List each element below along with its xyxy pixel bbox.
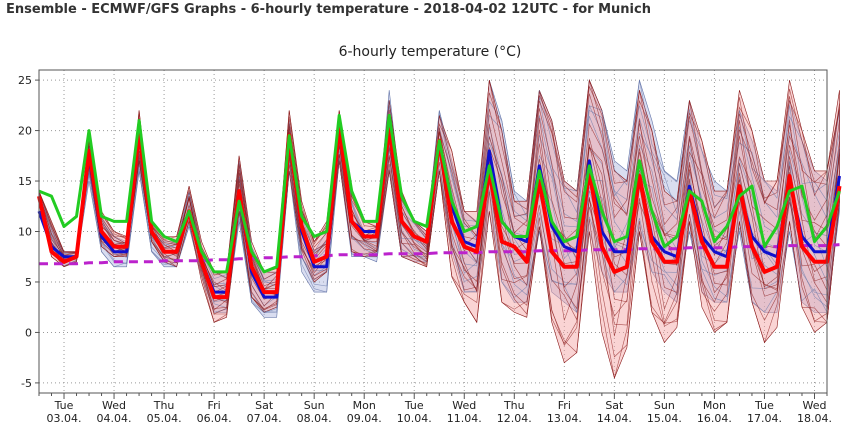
x-tick-day-label: Thu — [153, 399, 175, 412]
x-tick-day-label: Tue — [404, 399, 424, 412]
x-tick-date-label: 17.04. — [747, 412, 782, 425]
x-tick-day-label: Sun — [304, 399, 325, 412]
x-tick-day-label: Fri — [208, 399, 221, 412]
x-tick-date-label: 03.04. — [47, 412, 82, 425]
gfs-member-line — [38, 80, 840, 280]
y-tick-label: 15 — [18, 175, 32, 188]
control-line — [38, 113, 841, 274]
x-tick-day-label: Sun — [654, 399, 675, 412]
x-tick-date-label: 04.04. — [97, 412, 132, 425]
x-tick-date-label: 09.04. — [347, 412, 382, 425]
x-tick-date-label: 08.04. — [297, 412, 332, 425]
x-tick-date-label: 18.04. — [797, 412, 832, 425]
ecmwf-member-line — [38, 155, 840, 358]
y-tick-label: 10 — [18, 226, 32, 239]
y-tick-label: 25 — [18, 74, 32, 87]
x-tick-day-label: Mon — [353, 399, 376, 412]
x-tick-date-label: 11.04. — [447, 412, 482, 425]
x-tick-date-label: 06.04. — [197, 412, 232, 425]
x-tick-day-label: Sat — [255, 399, 274, 412]
gfs-ensemble-band — [38, 78, 840, 318]
y-tick-label: -5 — [21, 377, 32, 390]
y-tick-label: 0 — [25, 326, 32, 339]
y-tick-label: 20 — [18, 125, 32, 138]
gfs-member-line — [38, 100, 840, 288]
x-tick-day-label: Thu — [503, 399, 525, 412]
x-tick-day-label: Wed — [452, 399, 476, 412]
x-tick-date-label: 14.04. — [597, 412, 632, 425]
ecmwf-member-line — [38, 145, 840, 346]
x-tick-date-label: 15.04. — [647, 412, 682, 425]
ecmwf-member-line — [38, 80, 840, 276]
ecmwf-member-line — [38, 104, 840, 287]
x-axis: Tue03.04.Wed04.04.Thu05.04.Fri06.04.Sat0… — [38, 393, 832, 425]
x-tick-day-label: Mon — [703, 399, 726, 412]
x-tick-date-label: 10.04. — [397, 412, 432, 425]
x-tick-day-label: Wed — [802, 399, 826, 412]
x-tick-date-label: 13.04. — [547, 412, 582, 425]
main-lines — [37, 113, 842, 300]
x-tick-date-label: 07.04. — [247, 412, 282, 425]
x-tick-day-label: Sat — [605, 399, 624, 412]
gfs-member-line — [38, 149, 840, 314]
page-header-title: Ensemble - ECMWF/GFS Graphs - 6-hourly t… — [6, 2, 651, 17]
y-axis: -5 0 5 10 15 20 25 — [18, 74, 39, 390]
y-tick-label: 5 — [25, 276, 32, 289]
x-tick-day-label: Tue — [754, 399, 774, 412]
x-tick-date-label: 12.04. — [497, 412, 532, 425]
x-tick-date-label: 16.04. — [697, 412, 732, 425]
ecmwf-member-line — [38, 117, 840, 292]
ecmwf-member-line — [38, 88, 840, 288]
gfs-member-line — [38, 96, 840, 282]
chart-title: 6-hourly temperature (°C) — [339, 44, 522, 60]
x-tick-date-label: 05.04. — [147, 412, 182, 425]
x-tick-day-label: Tue — [54, 399, 74, 412]
x-tick-day-label: Wed — [102, 399, 126, 412]
x-tick-day-label: Fri — [558, 399, 571, 412]
